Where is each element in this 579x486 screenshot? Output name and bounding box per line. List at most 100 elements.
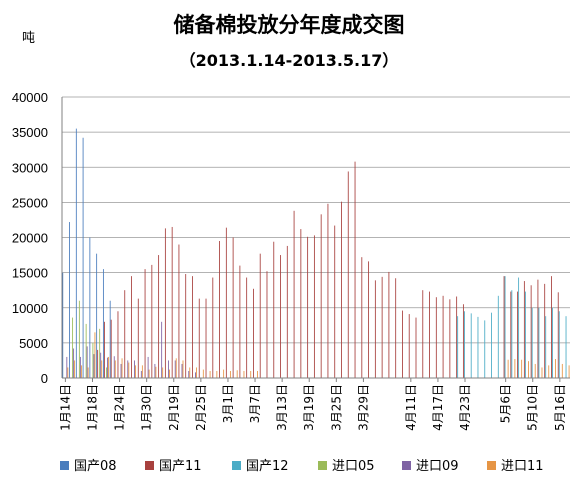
bar bbox=[320, 214, 322, 378]
bar bbox=[175, 358, 177, 378]
y-tick-label: 30000 bbox=[12, 160, 48, 175]
bar bbox=[552, 307, 553, 378]
bar bbox=[246, 277, 248, 378]
bar bbox=[198, 298, 200, 378]
bar bbox=[181, 363, 183, 378]
bar bbox=[280, 255, 281, 378]
bar bbox=[422, 290, 424, 378]
legend-label: 进口11 bbox=[501, 459, 544, 474]
bar bbox=[236, 370, 238, 378]
bar bbox=[120, 363, 122, 378]
bar bbox=[195, 372, 196, 378]
bar bbox=[368, 261, 370, 378]
bar bbox=[521, 359, 523, 378]
bar bbox=[185, 274, 187, 378]
bar bbox=[155, 366, 157, 378]
bar bbox=[113, 356, 115, 378]
bar bbox=[74, 360, 76, 378]
bar bbox=[561, 363, 563, 378]
legend-label: 国产08 bbox=[74, 459, 117, 474]
bar bbox=[449, 299, 451, 378]
bar bbox=[75, 128, 77, 378]
y-tick-label: 25000 bbox=[12, 195, 48, 210]
bar bbox=[196, 367, 197, 378]
bar bbox=[229, 370, 231, 378]
bar bbox=[457, 316, 459, 378]
legend-swatch bbox=[487, 461, 496, 470]
bar bbox=[134, 360, 135, 378]
bar bbox=[164, 228, 166, 378]
y-axis-unit: 吨 bbox=[22, 31, 35, 46]
bar bbox=[106, 367, 107, 378]
bar bbox=[107, 357, 108, 378]
bar bbox=[66, 356, 68, 378]
x-tick-label: 5月16日 bbox=[553, 384, 567, 431]
bar bbox=[530, 285, 532, 378]
bar bbox=[161, 321, 163, 378]
bar bbox=[110, 319, 112, 378]
bar bbox=[205, 298, 207, 378]
y-tick-label: 35000 bbox=[12, 125, 48, 140]
bar bbox=[188, 370, 190, 378]
chart-title: 储备棉投放分年度成交图 bbox=[174, 13, 405, 37]
bar bbox=[395, 278, 397, 378]
bar bbox=[435, 297, 437, 378]
x-tick-label: 1月30日 bbox=[140, 384, 154, 431]
bar bbox=[402, 310, 403, 378]
bar bbox=[250, 370, 252, 378]
x-tick-label: 3月29日 bbox=[356, 384, 370, 431]
bar bbox=[121, 358, 123, 378]
x-tick-label: 5月6日 bbox=[499, 384, 513, 423]
x-tick-label: 2月25日 bbox=[194, 384, 208, 431]
y-tick-label: 15000 bbox=[12, 266, 48, 281]
x-tick-label: 3月1日 bbox=[221, 384, 235, 423]
bar bbox=[464, 311, 465, 378]
bar bbox=[334, 225, 336, 378]
x-tick-label: 1月14日 bbox=[58, 384, 72, 431]
bar bbox=[266, 271, 268, 378]
bar bbox=[565, 316, 567, 378]
bar bbox=[109, 300, 111, 378]
x-tick-label: 3月13日 bbox=[275, 384, 289, 431]
bar bbox=[257, 370, 258, 378]
bar bbox=[131, 276, 132, 378]
y-tick-label: 40000 bbox=[12, 90, 48, 105]
bar bbox=[92, 342, 94, 379]
bar bbox=[148, 369, 150, 378]
bar bbox=[415, 317, 417, 378]
bar bbox=[538, 307, 540, 378]
bar bbox=[545, 316, 547, 378]
bar bbox=[141, 365, 143, 378]
bar bbox=[78, 300, 80, 378]
bar bbox=[477, 316, 479, 378]
bar bbox=[62, 272, 64, 379]
bar bbox=[73, 348, 75, 378]
legend-label: 国产12 bbox=[246, 459, 289, 474]
bar bbox=[408, 314, 410, 378]
legend-label: 国产11 bbox=[159, 459, 202, 474]
bar bbox=[243, 370, 245, 378]
bar bbox=[253, 288, 254, 378]
bar bbox=[429, 291, 430, 378]
bar bbox=[507, 359, 509, 378]
bar bbox=[551, 276, 552, 378]
bar bbox=[442, 295, 444, 378]
bar bbox=[555, 359, 556, 378]
bar bbox=[114, 360, 116, 378]
legend-item: 国产08 bbox=[60, 459, 117, 474]
bar bbox=[135, 365, 137, 378]
x-tick-label: 1月24日 bbox=[113, 384, 127, 431]
bar bbox=[259, 253, 261, 378]
bar bbox=[347, 171, 349, 378]
bar bbox=[491, 312, 492, 378]
bar bbox=[456, 296, 458, 378]
bar bbox=[225, 227, 227, 378]
bar bbox=[209, 370, 211, 378]
x-tick-label: 1月18日 bbox=[86, 384, 100, 431]
bar bbox=[79, 356, 81, 378]
y-tick-label: 20000 bbox=[12, 231, 48, 246]
bars bbox=[62, 128, 570, 379]
bar bbox=[171, 226, 173, 378]
